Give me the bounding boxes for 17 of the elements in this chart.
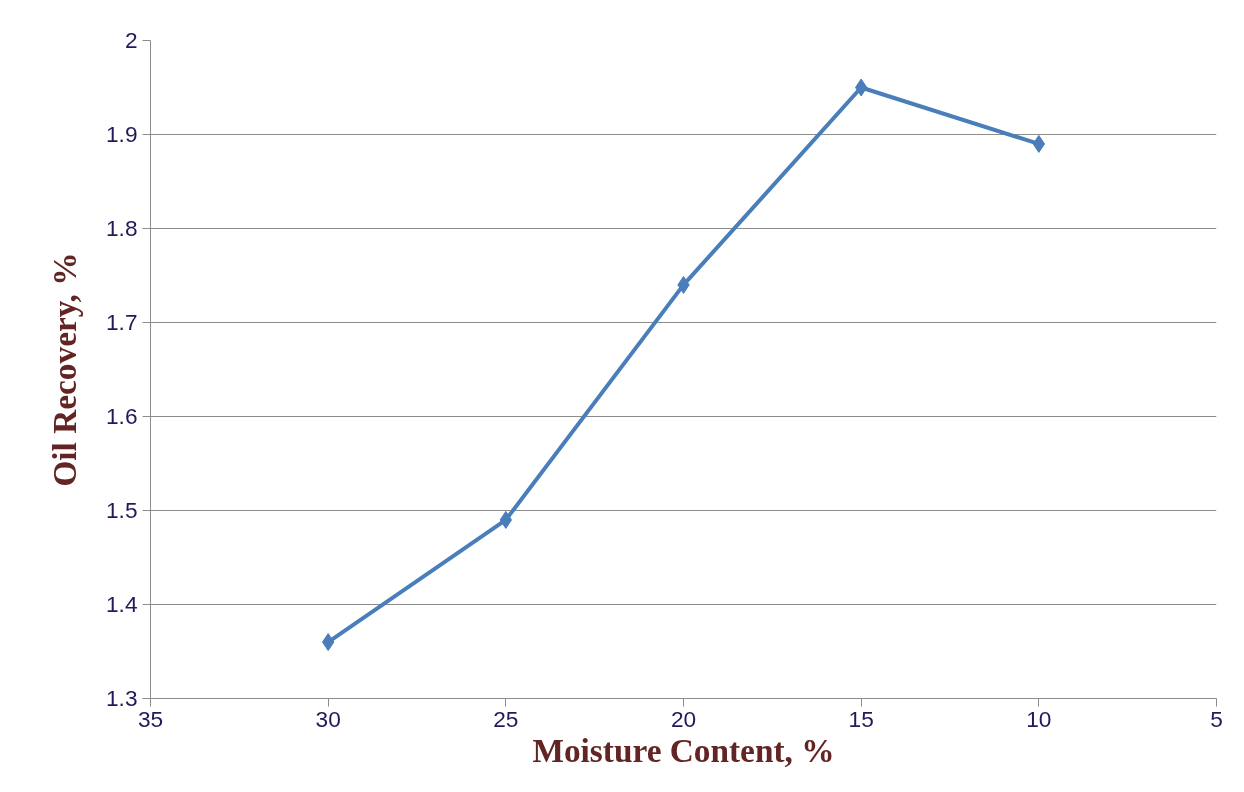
x-axis-title: Moisture Content, %: [532, 731, 835, 769]
y-tick-label: 1.5: [106, 497, 138, 523]
x-tick-label: 25: [493, 705, 519, 732]
x-tick-label: 5: [1210, 705, 1223, 732]
x-tick-label: 10: [1026, 705, 1052, 732]
y-tick-label: 1.3: [106, 685, 138, 711]
x-tick-label: 15: [848, 705, 874, 732]
y-tick-label: 2: [124, 27, 138, 53]
y-tick-label: 1.6: [106, 403, 138, 429]
x-tick-label: 30: [315, 705, 341, 732]
y-tick-label: 1.4: [106, 591, 138, 617]
x-tick-label: 20: [670, 705, 697, 732]
y-tick-label: 1.9: [106, 121, 138, 147]
y-tick-label: 1.8: [106, 215, 138, 241]
y-axis-title: Oil Recovery, %: [46, 252, 83, 487]
y-tick-label: 1.7: [106, 309, 138, 335]
x-tick-label: 35: [137, 705, 164, 732]
